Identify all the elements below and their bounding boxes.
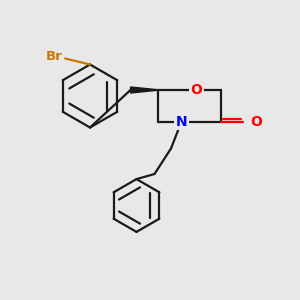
Text: O: O	[250, 115, 262, 128]
Text: N: N	[176, 115, 187, 128]
Text: Br: Br	[46, 50, 62, 64]
Polygon shape	[130, 87, 158, 93]
Text: O: O	[190, 83, 202, 97]
